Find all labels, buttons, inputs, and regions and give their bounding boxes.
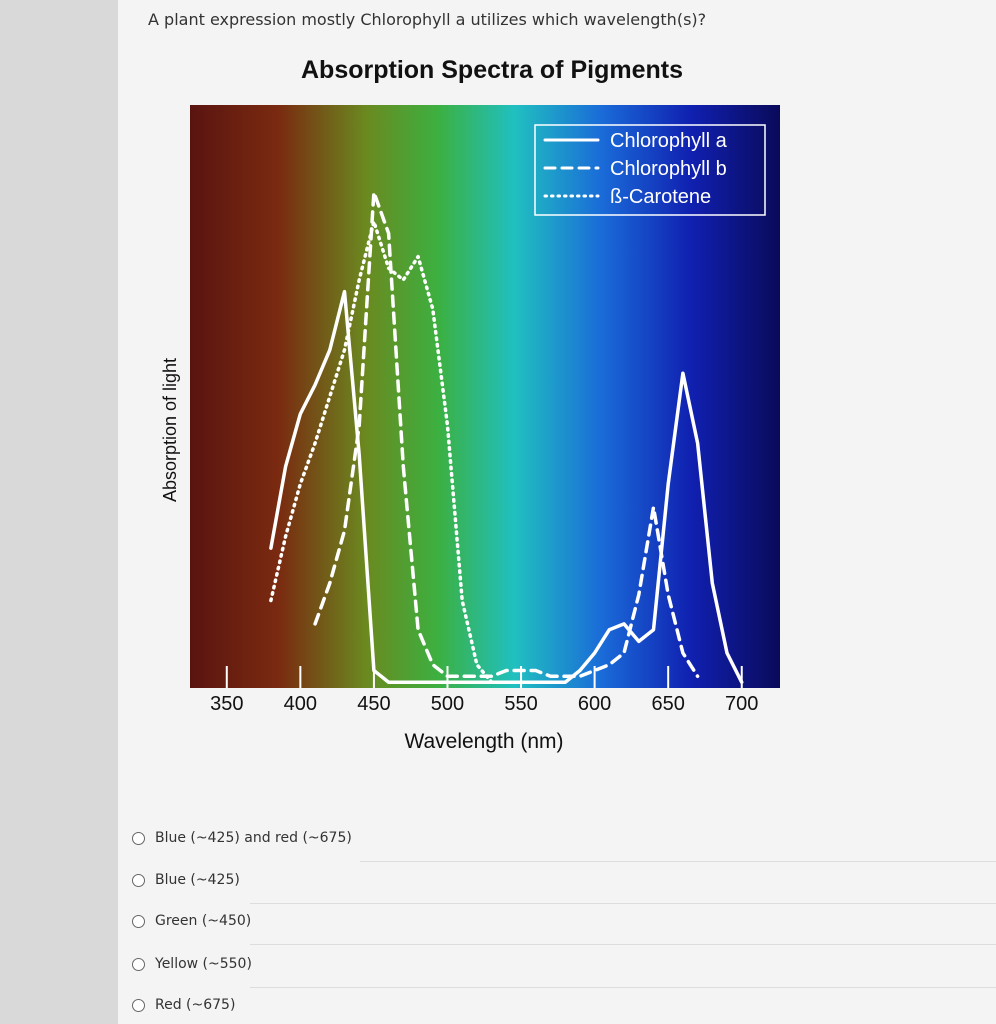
x-tick-label: 350 bbox=[210, 693, 243, 715]
legend-label: Chlorophyll a bbox=[610, 130, 728, 152]
series-line bbox=[313, 190, 700, 679]
option-label[interactable]: Red (~675) bbox=[155, 997, 236, 1013]
radio-button[interactable] bbox=[132, 957, 145, 971]
separator bbox=[360, 861, 996, 862]
option-label[interactable]: Green (~450) bbox=[155, 913, 252, 929]
legend-label: ß-Carotene bbox=[610, 186, 711, 208]
radio-button[interactable] bbox=[132, 998, 145, 1012]
y-axis-label: Absorption of light bbox=[160, 358, 180, 502]
x-tick-label: 400 bbox=[284, 693, 317, 715]
radio-button[interactable] bbox=[132, 873, 145, 887]
x-tick-label: 500 bbox=[431, 693, 464, 715]
radio-button[interactable] bbox=[132, 831, 145, 845]
option[interactable]: Red (~675) bbox=[132, 994, 235, 1016]
question: A plant expression mostly Chlorophyll a … bbox=[148, 10, 707, 29]
option[interactable]: Blue (~425) bbox=[132, 869, 240, 891]
option-label[interactable]: Blue (~425) bbox=[155, 872, 240, 888]
x-tick-label: 700 bbox=[725, 693, 758, 715]
option[interactable]: Green (~450) bbox=[132, 910, 251, 932]
x-axis-label: Wavelength (nm) bbox=[404, 730, 563, 753]
x-tick-label: 600 bbox=[578, 693, 611, 715]
separator bbox=[250, 987, 996, 988]
option[interactable]: Blue (~425) and red (~675) bbox=[132, 827, 352, 849]
x-tick-label: 650 bbox=[651, 693, 684, 715]
plot-background bbox=[190, 105, 780, 688]
x-tick-label: 450 bbox=[357, 693, 390, 715]
series-line bbox=[269, 289, 744, 684]
legend-label: Chlorophyll b bbox=[610, 158, 727, 180]
separator bbox=[250, 944, 996, 945]
radio-button[interactable] bbox=[132, 914, 145, 928]
option-label[interactable]: Yellow (~550) bbox=[155, 956, 252, 972]
chart-title: Absorption Spectra of Pigments bbox=[301, 56, 683, 84]
chart: Absorption Spectra of Pigments Wavelengt… bbox=[160, 56, 780, 753]
option-label[interactable]: Blue (~425) and red (~675) bbox=[155, 830, 352, 846]
legend-box bbox=[534, 124, 766, 216]
x-tick-label: 550 bbox=[504, 693, 537, 715]
series-line bbox=[269, 219, 494, 684]
separator bbox=[250, 903, 996, 904]
option[interactable]: Yellow (~550) bbox=[132, 953, 252, 975]
